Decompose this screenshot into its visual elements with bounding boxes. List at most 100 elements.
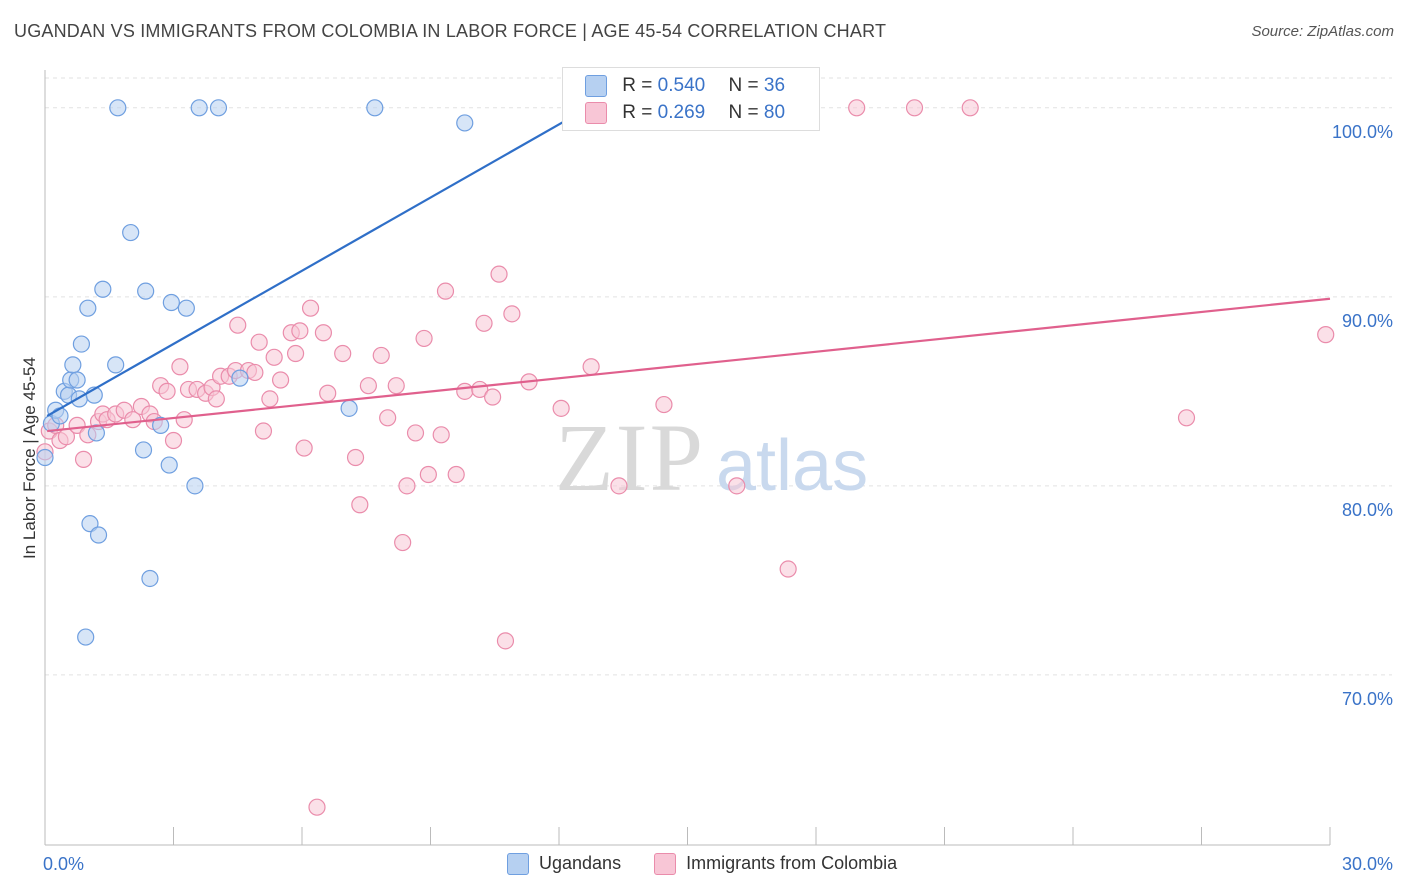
colombia-point	[351, 496, 369, 514]
colombia-point	[261, 390, 279, 408]
legend-swatch-blue	[507, 853, 529, 876]
watermark: ZIP atlas	[555, 404, 868, 511]
colombia-point	[484, 388, 502, 406]
ugandan-point	[68, 371, 86, 389]
colombia-point	[406, 424, 425, 442]
colombia-point	[552, 399, 570, 417]
colombia-point	[229, 316, 247, 334]
colombia-point	[308, 798, 326, 816]
data-points	[36, 99, 1335, 816]
colombia-point	[372, 346, 390, 365]
ugandan-point	[340, 399, 358, 417]
y-axis-label: In Labor Force | Age 45-54	[20, 357, 39, 559]
colombia-point	[1177, 409, 1196, 427]
colombia-point	[848, 99, 866, 117]
colombia-point	[175, 411, 193, 429]
ugandan-point	[79, 299, 97, 317]
chart-source: Source: ZipAtlas.com	[1251, 23, 1394, 40]
colombia-point	[447, 465, 465, 484]
colombia-point	[271, 371, 290, 389]
legend-r-label: R =	[622, 75, 653, 97]
legend-r-value: 0.540	[657, 75, 706, 97]
legend-swatch-pink	[585, 102, 607, 124]
colombia-point	[394, 533, 412, 552]
colombia-point	[164, 431, 183, 450]
colombia-point	[250, 333, 268, 351]
legend-label-ugandans: Ugandans	[539, 853, 622, 873]
colombia-point	[286, 344, 305, 363]
legend-n-label: N =	[728, 75, 759, 97]
colombia-point	[582, 358, 600, 376]
colombia-point	[655, 395, 673, 414]
colombia-point	[171, 358, 189, 376]
ugandan-point	[134, 441, 153, 459]
ugandan-point	[162, 293, 180, 312]
colombia-point	[359, 377, 377, 395]
ugandan-point	[94, 280, 112, 298]
ugandan-point	[122, 223, 140, 242]
colombia-point	[419, 465, 437, 484]
y-tick-label: 80.0%	[1342, 500, 1393, 520]
ugandan-point	[177, 299, 195, 317]
colombia-point	[207, 390, 225, 408]
colombia-point	[398, 477, 416, 495]
colombia-point	[319, 384, 337, 402]
colombia-point	[379, 409, 397, 427]
colombia-point	[295, 439, 313, 457]
legend-swatch-blue	[585, 75, 607, 97]
colombia-point	[346, 448, 365, 467]
ugandan-point	[77, 628, 95, 646]
legend-swatch-pink	[654, 853, 677, 876]
colombia-point	[74, 450, 93, 468]
colombia-point	[254, 422, 273, 440]
legend-n-value: 36	[763, 75, 786, 97]
y-tick-label: 70.0%	[1342, 689, 1393, 709]
legend-item-ugandans[interactable]: Ugandans	[507, 853, 622, 876]
colombia-trend-line	[47, 297, 1331, 433]
series-legend: Ugandans Immigrants from Colombia	[507, 853, 925, 876]
correlation-legend: R = 0.540 N = 36 R = 0.269 N = 80	[562, 67, 820, 131]
colombia-point	[415, 329, 433, 348]
y-tick-label: 100.0%	[1332, 122, 1393, 142]
tick-labels: 70.0% 80.0% 90.0% 100.0% 0.0% 30.0%	[43, 122, 1393, 874]
ugandan-point	[72, 335, 91, 353]
ugandan-point	[137, 282, 155, 300]
colombia-point	[301, 299, 320, 317]
colombia-point	[265, 348, 283, 366]
ugandan-point	[186, 477, 204, 495]
x-tick-label: 0.0%	[43, 854, 84, 874]
ugandan-point	[64, 356, 82, 374]
legend-n-value: 80	[763, 102, 786, 124]
ugandan-point	[81, 515, 99, 533]
colombia-point	[490, 265, 508, 283]
colombia-point	[246, 363, 264, 382]
legend-n-label: N =	[728, 102, 759, 124]
ugandan-point	[36, 448, 54, 467]
trend-lines	[46, 91, 1331, 433]
colombia-point	[314, 324, 333, 342]
colombia-point	[475, 314, 493, 332]
ugandan-point	[160, 456, 178, 474]
ugandan-point	[456, 114, 474, 132]
legend-r-label: R =	[622, 102, 653, 124]
colombia-point	[779, 560, 797, 578]
colombia-point	[432, 426, 450, 444]
ugandan-trend-line	[46, 91, 616, 417]
colombia-point	[610, 477, 628, 495]
y-tick-label: 90.0%	[1342, 311, 1393, 331]
colombia-point	[1317, 326, 1335, 344]
colombia-point	[905, 99, 924, 117]
legend-r-value: 0.269	[657, 102, 706, 124]
colombia-point	[334, 344, 352, 363]
ugandan-point	[89, 526, 108, 544]
colombia-point	[291, 322, 309, 340]
colombia-point	[961, 99, 979, 117]
watermark-zip: ZIP	[555, 404, 705, 511]
legend-item-colombia[interactable]: Immigrants from Colombia	[654, 853, 897, 876]
ugandan-point	[109, 99, 127, 117]
ugandan-point	[366, 99, 384, 117]
ugandan-point	[231, 369, 249, 387]
ugandan-point	[190, 99, 208, 117]
legend-row-ugandans: R = 0.540 N = 36	[585, 75, 785, 99]
